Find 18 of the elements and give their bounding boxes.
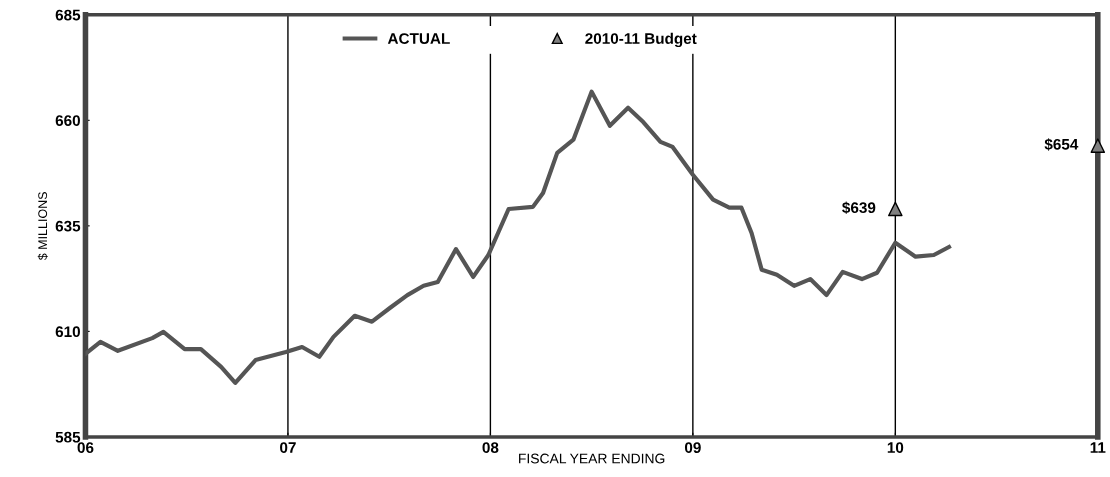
- x-tick-label: 11: [1090, 442, 1106, 453]
- data-label: $654: [1044, 138, 1079, 151]
- y-tick-label: 610: [55, 326, 80, 338]
- data-label: $639: [842, 201, 876, 215]
- x-axis-title: FISCAL YEAR ENDING: [519, 453, 665, 464]
- x-tick-label: 06: [77, 442, 94, 454]
- x-tick-label: 09: [684, 442, 701, 454]
- x-tick-label: 10: [887, 442, 904, 454]
- y-tick-label: 585: [55, 431, 81, 443]
- line-series: [85, 89, 952, 385]
- y-tick-label: 660: [55, 115, 80, 127]
- x-tick-label: 07: [280, 442, 296, 454]
- legend-label: ACTUAL: [387, 33, 450, 44]
- x-tick-label: 08: [482, 442, 499, 454]
- y-axis-title: $ MILLIONS: [37, 192, 48, 261]
- y-tick-label: 685: [55, 9, 81, 21]
- y-tick-label: 635: [55, 220, 81, 232]
- legend-label: 2010-11 Budget: [585, 32, 697, 48]
